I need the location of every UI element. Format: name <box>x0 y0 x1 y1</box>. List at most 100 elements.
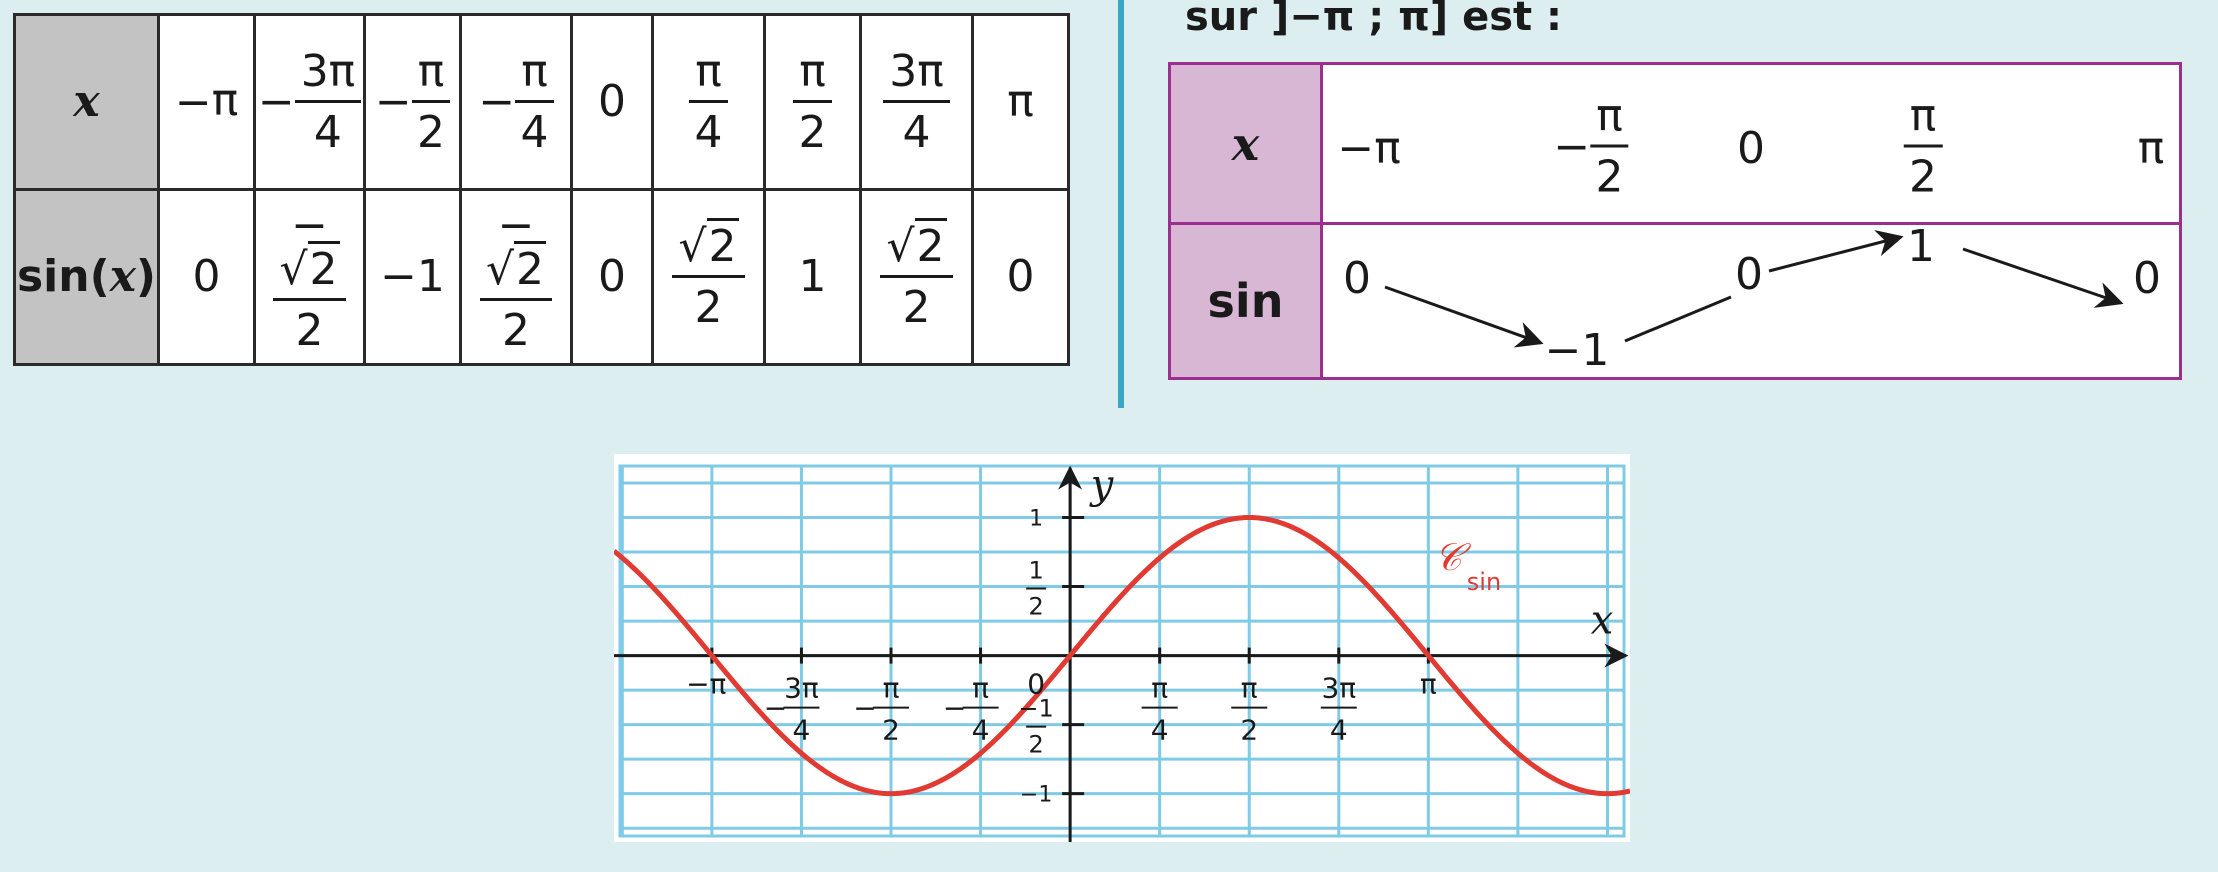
sin-label-x: x <box>109 251 136 302</box>
sin-value-cell: 0 <box>570 188 654 366</box>
grid-border <box>618 464 1626 838</box>
sign: − <box>257 76 295 127</box>
sin-label-close: ) <box>135 251 157 302</box>
table-row-sin: sin(x) 0− √2 2 −1− √2 2 0 √2 2 1 √2 2 0 <box>13 188 1070 366</box>
denominator: 2 <box>295 304 324 356</box>
y-tick-denominator: 2 <box>1028 593 1043 621</box>
value: 0 <box>192 251 221 302</box>
curve-label: 𝒞 <box>1434 535 1471 579</box>
numerator: π <box>411 49 451 103</box>
sin-value-cell: − √2 2 <box>253 188 366 366</box>
sqrt-symbol: √ <box>485 243 515 295</box>
x-tick-denominator: 4 <box>793 714 811 747</box>
denominator: 2 <box>798 106 827 158</box>
variation-sin-header: sin <box>1171 225 1323 377</box>
sign: − <box>374 76 412 127</box>
denominator: 2 <box>902 281 931 333</box>
numerator: 3π <box>294 49 362 103</box>
value: 1 <box>798 251 827 302</box>
axes <box>614 465 1629 842</box>
decreasing-arrow-2 <box>1962 247 2124 308</box>
y-axis-label: y <box>1089 462 1115 508</box>
sin-min-value: −1 <box>1544 325 1610 376</box>
variation-heading: sur ]−π ; π] est : <box>1185 0 1563 40</box>
x-tick-denominator: 4 <box>1151 714 1169 747</box>
x-neg-half-num: π <box>1590 94 1629 148</box>
x-value-cell: −3π 4 <box>253 13 366 191</box>
sin-zero-value: 0 <box>1735 249 1763 300</box>
denominator: 4 <box>902 106 931 158</box>
row-x-header: x <box>13 13 160 191</box>
x-value-cell: −π <box>157 13 256 191</box>
value: π <box>211 75 239 126</box>
x-tick-sign: − <box>764 692 787 725</box>
x-label: x <box>73 76 100 127</box>
x-value-cell: − π 4 <box>459 13 573 191</box>
y-tick-numerator: −1 <box>1018 695 1053 723</box>
value: 0 <box>598 251 626 302</box>
x-tick-sign: − <box>853 692 876 725</box>
y-tick-denominator: 2 <box>1028 731 1043 759</box>
x-tick-numerator: 3π <box>784 672 819 705</box>
x-tick-numerator: π <box>1241 672 1258 705</box>
sign: − <box>291 199 328 251</box>
variation-row-sin: sin 0 −1 0 1 0 <box>1171 225 2179 377</box>
sin-value-cell: √2 2 <box>859 188 974 366</box>
numerator: π <box>689 49 728 103</box>
x-half-num: π <box>1903 94 1943 148</box>
x-value-cell: 3π 4 <box>859 13 974 191</box>
x-axis-label: x <box>1591 598 1614 644</box>
vertical-divider <box>1118 0 1124 408</box>
numerator: π <box>793 49 832 103</box>
sign: − <box>478 76 516 127</box>
value: −1 <box>380 251 445 302</box>
x-neg-half-sign: − <box>1553 121 1591 172</box>
variation-arrows <box>1384 229 2124 348</box>
x-tick-denominator: 2 <box>1240 714 1258 747</box>
x-tick-numerator: π <box>883 672 900 705</box>
sin-value-cell: 1 <box>763 188 862 366</box>
x-value-cell: − π 2 <box>363 13 462 191</box>
x-value-cell: 0 <box>570 13 654 191</box>
x-tick-denominator: 4 <box>1330 714 1348 747</box>
radicand: 2 <box>914 217 947 272</box>
grid <box>618 464 1626 838</box>
denominator: 4 <box>313 106 342 158</box>
x-tick-sign: − <box>686 668 709 701</box>
x-tick-numerator: 3π <box>1321 672 1356 705</box>
x-tick-numerator: π <box>1151 672 1168 705</box>
sign: − <box>174 77 212 128</box>
variation-x-header: x <box>1171 65 1323 222</box>
numerator: π <box>515 49 554 103</box>
sin-value-cell: 0 <box>157 188 256 366</box>
denominator: 4 <box>520 106 549 158</box>
sqrt-symbol: √ <box>279 243 308 295</box>
sin-start-value: 0 <box>1343 253 1371 304</box>
sqrt-symbol: √ <box>678 220 707 272</box>
x-tick-numerator: π <box>972 672 989 705</box>
denominator: 2 <box>416 106 445 158</box>
variation-x-label: x <box>1231 116 1260 171</box>
increasing-arrow <box>1768 229 1904 273</box>
increasing-segment <box>1624 295 1732 343</box>
sin-value-cell: √2 2 <box>651 188 766 366</box>
x-tick-denominator: 4 <box>972 714 990 747</box>
sin-label: sin( <box>16 251 110 302</box>
x-tick-denominator: 2 <box>882 714 900 747</box>
x-pi: π <box>2137 123 2165 174</box>
sin-value-cell: − √2 2 <box>459 188 573 366</box>
variation-sin-label: sin <box>1207 274 1284 328</box>
row-sin-header: sin(x) <box>13 188 160 366</box>
ticks <box>710 516 1430 796</box>
sin-value-cell: −1 <box>363 188 462 366</box>
radicand: 2 <box>706 217 739 272</box>
x-zero: 0 <box>1737 123 1765 174</box>
sqrt-symbol: √ <box>886 220 915 272</box>
sin-value-cell: 0 <box>971 188 1070 366</box>
